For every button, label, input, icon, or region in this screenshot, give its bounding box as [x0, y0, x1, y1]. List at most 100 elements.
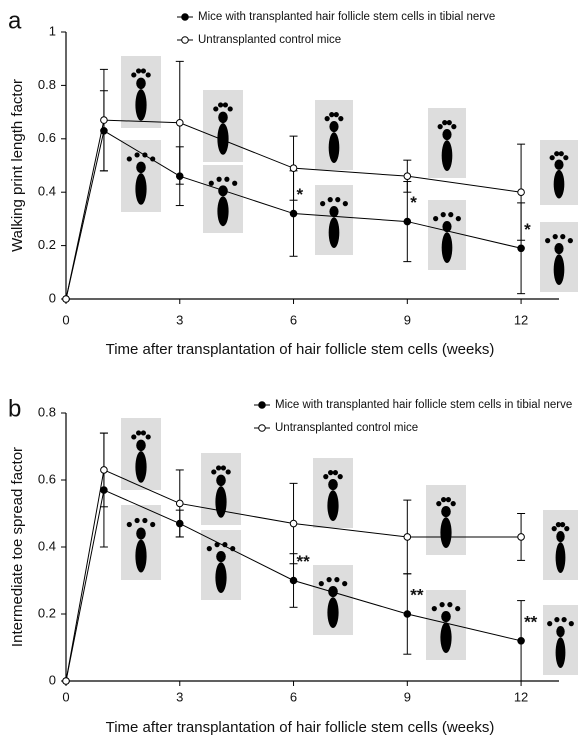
print-toe	[208, 180, 214, 186]
data-point	[403, 172, 412, 180]
print-toe	[224, 176, 230, 182]
print-heel	[327, 597, 339, 628]
x-tick-label: 9	[404, 689, 411, 704]
print-toe	[328, 470, 334, 476]
print-heel	[441, 232, 453, 263]
print-toe	[560, 234, 566, 240]
print-pad	[136, 527, 146, 540]
print-pad	[554, 243, 564, 255]
print-toe	[225, 469, 231, 475]
data-point	[289, 209, 298, 218]
y-axis-title: Intermediate toe spread factor	[9, 447, 26, 647]
print-toe	[232, 180, 238, 186]
y-tick-label: 0.6	[38, 130, 56, 145]
print-toe	[150, 521, 156, 528]
print-toe	[441, 497, 447, 503]
print-toe	[433, 216, 439, 222]
print-heel	[553, 254, 565, 285]
y-axis-title: Walking print length factor	[9, 79, 26, 252]
data-point	[517, 533, 525, 541]
print-pad	[136, 77, 146, 90]
print-toe	[439, 602, 445, 608]
print-toe	[131, 434, 137, 440]
data-point	[62, 677, 70, 685]
significance-mark: *	[297, 185, 304, 204]
legend-label: Mice with transplanted hair follicle ste…	[275, 399, 572, 411]
print-toe	[222, 102, 228, 108]
print-heel	[217, 123, 229, 155]
data-point	[403, 533, 412, 541]
print-toe	[136, 430, 142, 436]
print-toe	[337, 474, 343, 480]
print-toe	[126, 156, 132, 162]
print-toe	[455, 606, 461, 612]
print-toe	[555, 522, 562, 528]
footprint-image	[313, 458, 353, 528]
print-toe	[552, 234, 558, 240]
print-pad	[441, 506, 451, 518]
series-line	[65, 489, 522, 682]
data-point	[517, 637, 525, 645]
x-tick-label: 6	[290, 689, 297, 704]
data-point	[289, 519, 298, 528]
print-pad	[216, 474, 226, 487]
footprint-image	[540, 140, 578, 205]
y-tick-label: 0.8	[38, 404, 56, 419]
print-pad	[556, 531, 565, 543]
print-toe	[446, 120, 452, 126]
print-toe	[318, 581, 324, 587]
y-tick-label: 0.2	[38, 605, 56, 620]
print-toe	[324, 116, 330, 122]
legend-marker	[258, 401, 266, 409]
x-axis-title: Time after transplantation of hair folli…	[106, 341, 495, 358]
print-toe	[342, 201, 348, 207]
significance-mark: **	[524, 612, 538, 631]
print-toe	[216, 176, 222, 182]
x-tick-label: 0	[62, 312, 69, 327]
print-toe	[431, 606, 437, 612]
print-pad	[442, 221, 452, 233]
footprint-image	[203, 165, 243, 233]
print-toe	[220, 465, 226, 471]
print-toe	[142, 517, 148, 524]
panel-label: b	[8, 395, 21, 422]
significance-mark: **	[410, 585, 424, 604]
print-heel	[441, 140, 453, 172]
significance-mark: **	[297, 552, 311, 571]
legend-marker	[181, 13, 189, 21]
print-heel	[215, 562, 227, 593]
print-toe	[445, 497, 451, 503]
footprint-image	[426, 590, 466, 660]
print-heel	[553, 169, 565, 199]
footprint-image	[428, 200, 466, 270]
print-toe	[211, 469, 217, 475]
print-heel	[440, 622, 452, 653]
print-pad	[218, 111, 228, 124]
significance-mark: *	[410, 193, 417, 212]
footprint-image	[121, 56, 161, 128]
print-heel	[327, 490, 339, 521]
footprint-image	[540, 222, 578, 292]
footprint-image	[543, 605, 578, 675]
print-toe	[334, 577, 340, 583]
print-toe	[134, 152, 140, 158]
chart-panel: a 0 0.2 0.4 0.6 0.8 1 0 3 6 9 12 Time after transpla…	[8, 7, 578, 358]
footprint-image	[201, 530, 241, 600]
data-point	[175, 499, 184, 508]
print-pad	[329, 206, 339, 218]
print-heel	[555, 542, 566, 573]
data-point	[100, 466, 108, 474]
print-toe	[332, 470, 338, 476]
x-tick-label: 3	[176, 312, 183, 327]
y-tick-label: 0.2	[38, 237, 56, 252]
print-pad	[329, 121, 339, 133]
footprint-image	[428, 108, 466, 178]
print-toe	[338, 116, 344, 122]
y-tick-label: 1	[49, 23, 56, 38]
x-tick-label: 12	[514, 689, 528, 704]
data-point	[517, 188, 525, 196]
footprint-image	[313, 565, 353, 635]
footprint-image	[121, 505, 161, 580]
print-toe	[134, 517, 140, 524]
x-axis-title: Time after transplantation of hair folli…	[106, 719, 495, 736]
